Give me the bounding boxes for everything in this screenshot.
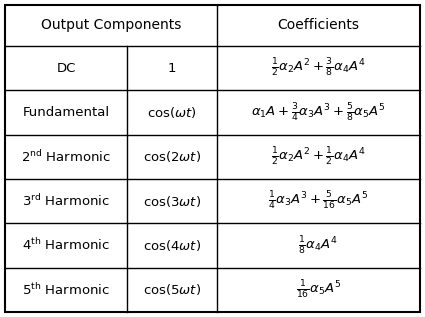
Text: $5^{\mathrm{th}}$ Harmonic: $5^{\mathrm{th}}$ Harmonic: [23, 282, 110, 298]
Text: Coefficients: Coefficients: [278, 18, 359, 32]
Text: $\frac{1}{2}\alpha_2 A^2+\frac{1}{2}\alpha_4 A^4$: $\frac{1}{2}\alpha_2 A^2+\frac{1}{2}\alp…: [271, 146, 366, 168]
Text: 1: 1: [168, 61, 176, 74]
Text: $\frac{1}{4}\alpha_3 A^3+\frac{5}{16}\alpha_5 A^5$: $\frac{1}{4}\alpha_3 A^3+\frac{5}{16}\al…: [268, 190, 368, 212]
Text: $\frac{1}{16}\alpha_5 A^5$: $\frac{1}{16}\alpha_5 A^5$: [296, 279, 341, 301]
Text: $2^{\mathrm{nd}}$ Harmonic: $2^{\mathrm{nd}}$ Harmonic: [21, 149, 111, 165]
Text: DC: DC: [57, 61, 76, 74]
Text: $\cos(2\omega t)$: $\cos(2\omega t)$: [143, 149, 201, 164]
Text: $\cos(\omega t)$: $\cos(\omega t)$: [147, 105, 197, 120]
Text: $3^{\mathrm{rd}}$ Harmonic: $3^{\mathrm{rd}}$ Harmonic: [22, 193, 110, 209]
Text: $\frac{1}{2}\alpha_2 A^2+\frac{3}{8}\alpha_4 A^4$: $\frac{1}{2}\alpha_2 A^2+\frac{3}{8}\alp…: [271, 57, 366, 79]
Text: Fundamental: Fundamental: [23, 106, 110, 119]
Text: Output Components: Output Components: [41, 18, 181, 32]
Text: $\cos(4\omega t)$: $\cos(4\omega t)$: [143, 238, 201, 253]
Text: $\alpha_1 A+\frac{3}{4}\alpha_3 A^3+\frac{5}{8}\alpha_5 A^5$: $\alpha_1 A+\frac{3}{4}\alpha_3 A^3+\fra…: [251, 101, 386, 124]
Text: $\frac{1}{8}\alpha_4 A^4$: $\frac{1}{8}\alpha_4 A^4$: [298, 235, 338, 256]
Text: $\cos(5\omega t)$: $\cos(5\omega t)$: [143, 282, 201, 297]
Text: $4^{\mathrm{th}}$ Harmonic: $4^{\mathrm{th}}$ Harmonic: [23, 237, 110, 253]
Text: $\cos(3\omega t)$: $\cos(3\omega t)$: [143, 194, 201, 209]
